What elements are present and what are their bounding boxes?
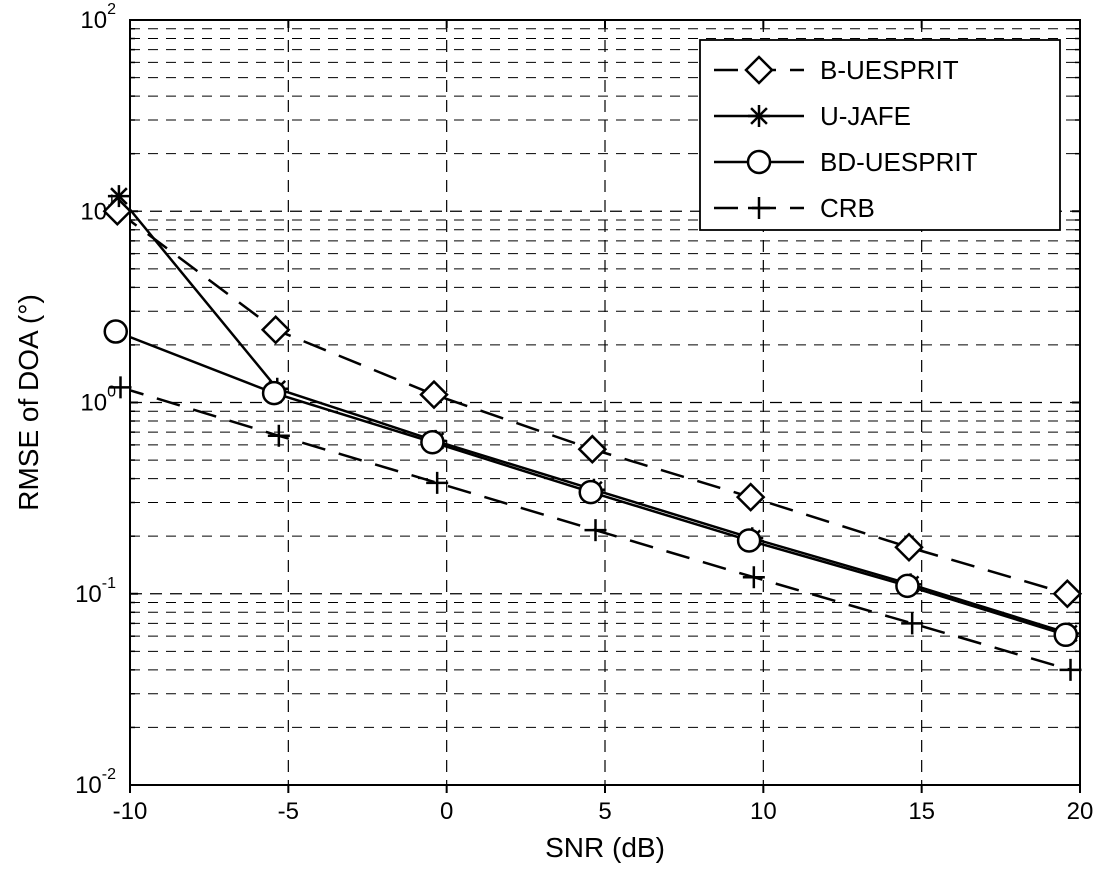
legend-label: B-UESPRIT — [820, 55, 959, 85]
legend-label: CRB — [820, 193, 875, 223]
rmse-vs-snr-chart: -10-50510152010-210-1100101102SNR (dB)RM… — [0, 0, 1102, 886]
x-tick-label: 5 — [598, 798, 611, 825]
legend-label: U-JAFE — [820, 101, 911, 131]
x-tick-label: -5 — [278, 798, 299, 825]
chart-container: -10-50510152010-210-1100101102SNR (dB)RM… — [0, 0, 1102, 886]
y-axis-label: RMSE of DOA (°) — [13, 294, 44, 511]
x-tick-label: 20 — [1067, 798, 1094, 825]
x-tick-label: 10 — [750, 798, 777, 825]
x-tick-label: 0 — [440, 798, 453, 825]
legend-label: BD-UESPRIT — [820, 147, 978, 177]
x-tick-label: 15 — [908, 798, 935, 825]
x-axis-label: SNR (dB) — [545, 832, 665, 863]
x-tick-label: -10 — [113, 798, 148, 825]
